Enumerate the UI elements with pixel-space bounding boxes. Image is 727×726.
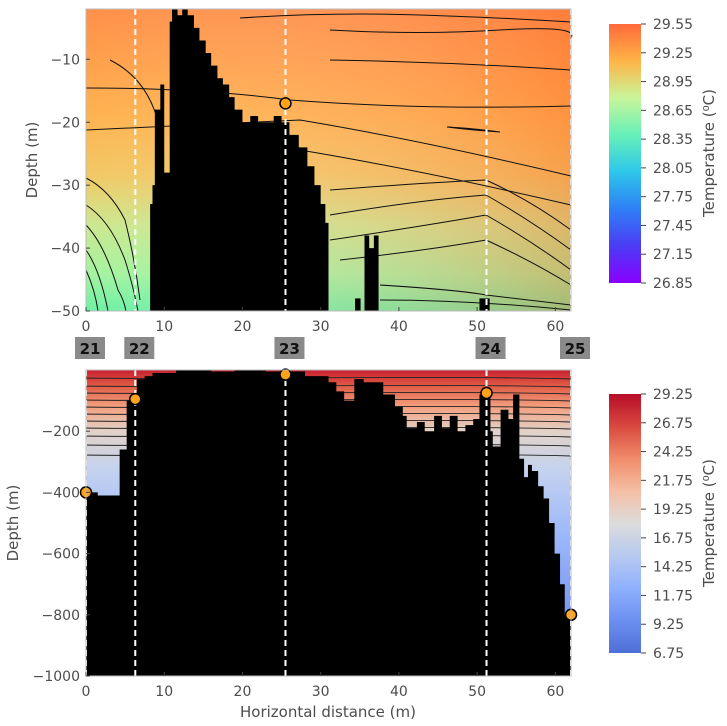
y-tick-label: −40 [50, 241, 80, 257]
lower-x-axis-label: Horizontal distance (m) [240, 703, 416, 721]
x-tick-label: 0 [82, 684, 91, 700]
station-badges: 21 22 23 24 25 [75, 337, 590, 359]
y-tick-label: −1000 [33, 669, 80, 685]
y-tick-label: −400 [42, 485, 80, 501]
colorbar-tick-label: 29.25 [653, 387, 693, 403]
station-marker [129, 392, 142, 406]
y-tick-label: −30 [50, 178, 80, 194]
isotherm [85, 224, 127, 312]
isotherm [339, 239, 572, 286]
upper-y-axis-label: Depth (m) [23, 122, 41, 199]
upper-y-ticks: −10 −20 −30 −40 −50 [50, 52, 90, 320]
y-tick-label: −20 [50, 115, 80, 131]
isotherm [446, 126, 501, 133]
isotherm [329, 59, 572, 71]
colorbar-tick-label: 6.75 [653, 646, 684, 662]
x-tick-label: 60 [546, 684, 564, 700]
colorbar-tick-label: 26.85 [653, 276, 693, 292]
isotherm [329, 194, 572, 251]
isotherm [329, 214, 572, 271]
colorbar-tick-label: 27.75 [653, 190, 693, 206]
seafloor-peak [479, 298, 490, 311]
x-tick-label: 40 [390, 684, 408, 700]
colorbar-tick-label: 19.25 [653, 502, 693, 518]
colorbar-tick-label: 16.75 [653, 531, 693, 547]
x-tick-label: 30 [312, 319, 330, 335]
colorbar-tick-label: 27.15 [653, 247, 693, 263]
y-tick-label: −200 [42, 424, 80, 440]
isotherm [85, 249, 109, 312]
lower-plot-frame [85, 369, 572, 677]
colorbar-tick-label: 26.75 [653, 416, 693, 432]
lower-y-axis-label: Depth (m) [4, 485, 22, 562]
station-badge [75, 337, 105, 359]
y-tick-label: −50 [50, 304, 80, 320]
colorbar-tick-label: 24.25 [653, 445, 693, 461]
lower-colorbar-label: Temperature (⁰C) [700, 459, 718, 588]
colorbar-tick-label: 21.75 [653, 473, 693, 489]
colorbar-tick-label: 28.95 [653, 75, 693, 91]
colorbar-tick-label: 28.65 [653, 103, 693, 119]
y-tick-label: −10 [50, 52, 80, 68]
seafloor-profile [86, 370, 571, 676]
colorbar-tick-label: 11.75 [653, 588, 693, 604]
station-badge-label: 24 [480, 340, 501, 358]
seafloor-peak [355, 298, 361, 311]
station-badge [274, 337, 305, 359]
colorbar-tick-label: 29.55 [653, 17, 693, 33]
colorbar-tick-label: 9.25 [653, 617, 684, 633]
lower-colorbar-ticks: 29.25 26.75 24.25 21.75 19.25 16.75 14.25 11.75… [641, 387, 693, 662]
x-tick-label: 40 [390, 319, 408, 335]
upper-colorbar-ticks: 29.55 29.25 28.95 28.65 28.35 28.05 27.75 27.45… [641, 17, 693, 292]
colorbar-tick-label: 27.45 [653, 218, 693, 234]
station-badge [475, 337, 506, 359]
x-tick-label: 20 [234, 684, 252, 700]
isotherm [85, 177, 141, 301]
lower-section-plot: 0 10 20 30 40 50 60 −200 −400 −600 −800 −1000 Dept… [4, 368, 718, 721]
upper-isotherms [85, 13, 573, 312]
station-marker [279, 368, 292, 381]
x-tick-label: 60 [546, 319, 564, 335]
upper-x-ticks: 0 10 20 30 40 50 60 [82, 307, 564, 335]
station-badge [124, 337, 155, 359]
x-tick-label: 50 [468, 684, 486, 700]
lower-y-ticks: −200 −400 −600 −800 −1000 [33, 424, 90, 685]
upper-section-plot: 0 10 20 30 40 50 60 −10−20−30−40−50 Depth (m) … [23, 8, 718, 335]
colorbar-tick-label: 14.25 [653, 560, 693, 576]
y-tick-label: −600 [42, 547, 80, 563]
x-tick-label: 0 [82, 319, 91, 335]
isotherm [329, 28, 573, 39]
x-tick-label: 20 [234, 319, 252, 335]
seafloor-peak [364, 235, 379, 311]
station-badge-label: 25 [565, 340, 586, 358]
isotherm [299, 149, 572, 206]
x-tick-label: 10 [155, 684, 173, 700]
lower-x-ticks: 0 10 20 30 40 50 60 [82, 672, 564, 700]
x-tick-label: 50 [468, 319, 486, 335]
lower-colorbar [609, 394, 641, 653]
station-badge-label: 21 [80, 340, 101, 358]
station-marker [480, 386, 493, 400]
colorbar-tick-label: 28.05 [653, 161, 693, 177]
isotherm [239, 13, 572, 23]
x-tick-label: 10 [155, 319, 173, 335]
isotherm [379, 299, 572, 311]
x-tick-label: 30 [312, 684, 330, 700]
upper-markers [279, 97, 292, 110]
colorbar-tick-label: 29.25 [653, 46, 693, 62]
y-tick-label: −800 [42, 608, 80, 624]
station-badge-label: 23 [279, 340, 300, 358]
seafloor-profile [140, 9, 329, 311]
upper-colorbar [609, 24, 641, 283]
isotherm [329, 179, 572, 231]
lower-bathymetry [86, 370, 571, 676]
station-badge-label: 22 [129, 340, 150, 358]
station-badge [560, 337, 590, 359]
station-marker [279, 97, 292, 110]
isotherm [85, 269, 99, 312]
colorbar-tick-label: 28.35 [653, 132, 693, 148]
upper-plot-frame [85, 8, 572, 312]
upper-colorbar-label: Temperature (⁰C) [700, 89, 718, 218]
